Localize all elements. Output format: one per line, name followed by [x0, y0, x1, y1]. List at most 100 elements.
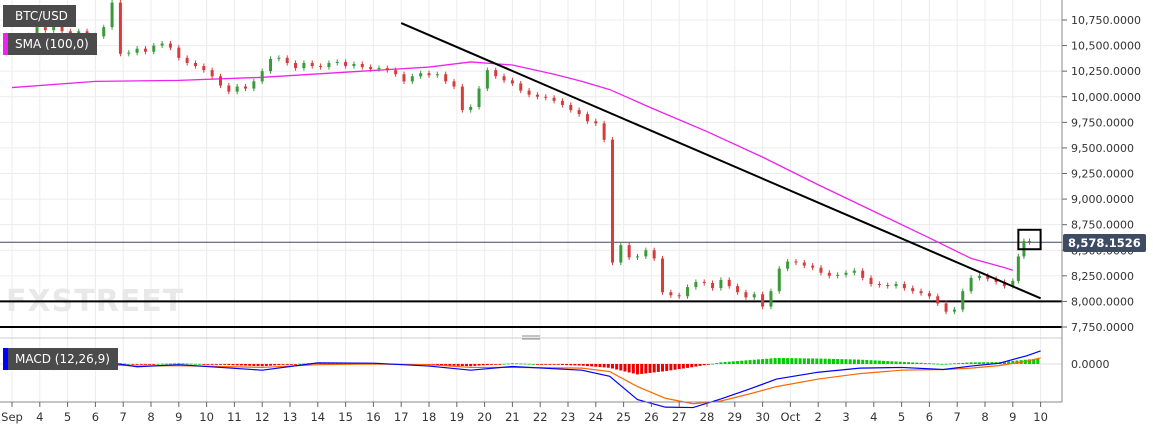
candle-body [719, 279, 723, 289]
macd-histogram-bar [698, 364, 702, 366]
candle-body [118, 2, 122, 54]
macd-histogram-bar [790, 358, 794, 364]
macd-histogram-bar [773, 358, 777, 364]
macd-histogram-bar [923, 363, 927, 364]
macd-histogram-bar [540, 364, 544, 365]
candle-body [927, 293, 931, 297]
candle-body [636, 256, 639, 258]
plot-background [0, 0, 1062, 402]
candle-body [210, 70, 214, 77]
candle-body [402, 74, 406, 82]
macd-histogram-bar [181, 363, 185, 365]
trendline [400, 22, 1041, 300]
price-tick-label: 9,500.0000 [1071, 142, 1134, 155]
candle-body [235, 86, 239, 92]
candle-body [661, 258, 665, 293]
macd-histogram-bar [444, 364, 448, 366]
time-tick-label: 13 [283, 410, 298, 424]
macd-swatch [3, 348, 8, 370]
candle-body [769, 291, 773, 307]
macd-histogram-bar [919, 362, 923, 364]
candle-body [736, 286, 740, 293]
candle-body [60, 25, 64, 32]
candle-body [644, 250, 648, 257]
candle-body [610, 139, 614, 263]
macd-histogram-bar [502, 363, 506, 365]
candle-body [110, 2, 114, 28]
macd-histogram-bar [744, 360, 748, 364]
macd-histogram-bar [164, 363, 168, 365]
time-tick-label: 7 [120, 410, 127, 424]
macd-histogram-bar [815, 358, 819, 364]
macd-histogram-bar [940, 363, 944, 365]
candle-body [369, 67, 373, 70]
time-tick-label: 6 [926, 410, 933, 424]
time-tick-label: 15 [338, 410, 353, 424]
macd-histogram-bar [740, 360, 744, 364]
candle-body [1002, 281, 1006, 287]
macd-histogram-bar [973, 362, 977, 364]
candle-body [410, 76, 414, 82]
macd-histogram-bar [669, 364, 673, 371]
time-tick-label: 9 [1009, 410, 1016, 424]
macd-histogram-bar [573, 364, 577, 366]
candle-body [686, 287, 690, 297]
symbol-label: BTC/USD [15, 9, 68, 23]
macd-histogram-bar [239, 364, 243, 366]
candle-body [444, 74, 448, 82]
macd-histogram-bar [252, 364, 256, 366]
macd-histogram-bar [594, 364, 598, 367]
candle-body [469, 106, 473, 111]
candle-body [143, 48, 147, 52]
macd-histogram-bar [127, 363, 131, 365]
macd-histogram-bar [690, 364, 694, 368]
macd-histogram-bar [727, 361, 731, 364]
macd-histogram-bar [927, 363, 931, 365]
macd-histogram-bar [661, 364, 665, 372]
macd-histogram-bar [665, 364, 669, 371]
macd-legend[interactable]: MACD (12,26,9) [3, 348, 118, 370]
price-tick-label: 8,000.0000 [1071, 295, 1134, 308]
macd-histogram-bar [535, 364, 539, 365]
time-tick-label: 10 [1033, 410, 1048, 424]
macd-histogram-bar [602, 364, 606, 368]
macd-histogram-bar [1027, 359, 1031, 364]
candle-body [377, 68, 381, 70]
candle-body [777, 268, 781, 292]
candle-body [294, 62, 298, 69]
candle-body [435, 74, 439, 76]
macd-histogram-bar [619, 364, 623, 371]
price-tick-label: 8,750.0000 [1071, 219, 1134, 232]
macd-histogram-bar [193, 363, 197, 365]
candle-body [944, 303, 948, 312]
macd-histogram-bar [168, 363, 172, 365]
time-tick-label: 24 [588, 410, 603, 424]
candle-body [894, 284, 898, 287]
macd-histogram-bar [806, 358, 810, 364]
macd-histogram-bar [273, 364, 277, 366]
time-tick-label: 9 [175, 410, 182, 424]
annotation-box [1017, 228, 1042, 251]
candle-body [502, 76, 506, 81]
candle-body [519, 83, 523, 91]
candle-body [819, 267, 823, 273]
macd-histogram-bar [865, 359, 869, 364]
macd-histogram-bar [577, 364, 581, 366]
macd-histogram-bar [260, 364, 264, 367]
time-tick-label: 14 [310, 410, 325, 424]
candle-body [127, 52, 131, 54]
macd-histogram-bar [519, 363, 523, 365]
macd-histogram-bar [952, 363, 956, 365]
macd-histogram-bar [452, 364, 456, 366]
macd-histogram-bar [156, 363, 160, 365]
candle-body [569, 104, 573, 111]
candle-body [711, 282, 715, 289]
symbol-legend[interactable]: BTC/USD [3, 5, 76, 27]
time-tick-label: 30 [755, 410, 770, 424]
macd-histogram-bar [277, 364, 281, 366]
current-price-label: 8,578.1526 [1063, 234, 1146, 252]
sma-legend[interactable]: SMA (100,0) [3, 33, 97, 55]
candle-body [260, 71, 264, 82]
candle-body [952, 309, 956, 312]
